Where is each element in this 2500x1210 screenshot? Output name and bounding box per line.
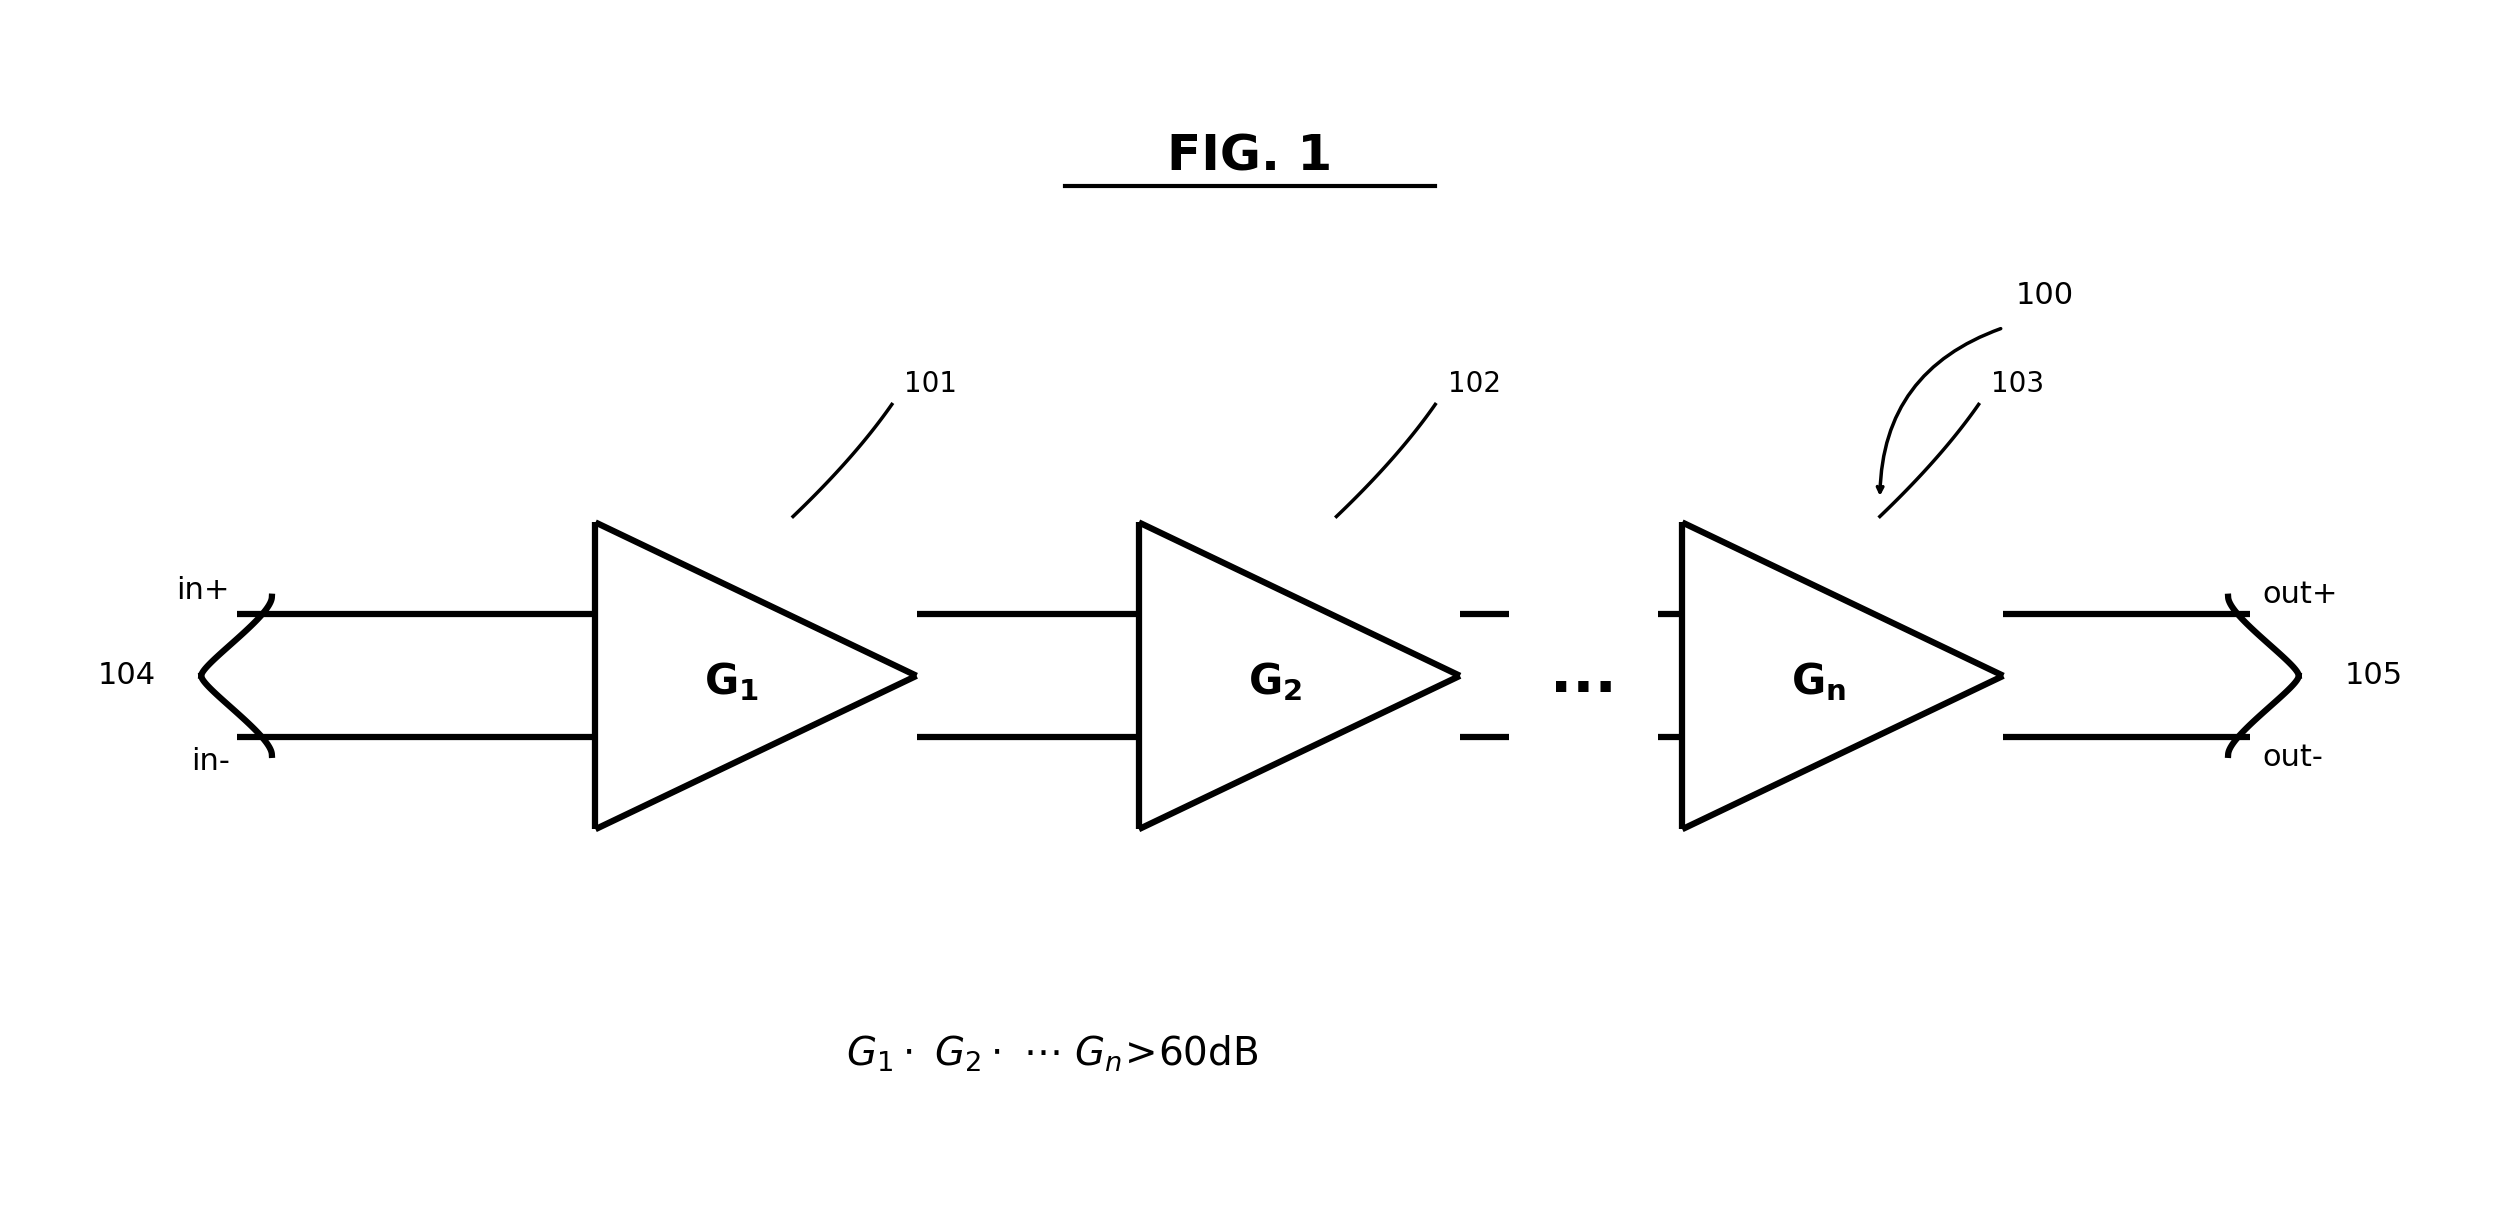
Text: FIG. 1: FIG. 1	[1168, 133, 1332, 180]
Text: $G_1\cdot\ G_2\cdot\ \cdots\ G_n\!>\!60\mathrm{dB}$: $G_1\cdot\ G_2\cdot\ \cdots\ G_n\!>\!60\…	[845, 1033, 1258, 1073]
Text: 100: 100	[2015, 281, 2075, 310]
Text: in-: in-	[190, 747, 230, 776]
Text: out+: out+	[2262, 580, 2338, 609]
Text: out-: out-	[2262, 743, 2322, 772]
Text: 103: 103	[1990, 370, 2045, 398]
Text: ...: ...	[1550, 647, 1618, 704]
Text: 104: 104	[98, 662, 155, 690]
Text: in+: in+	[177, 576, 230, 605]
Text: 101: 101	[905, 370, 958, 398]
Text: $\mathbf{G_1}$: $\mathbf{G_1}$	[705, 661, 757, 703]
Text: 102: 102	[1448, 370, 1500, 398]
Text: $\mathbf{G_2}$: $\mathbf{G_2}$	[1248, 661, 1302, 703]
Text: $\mathbf{G_n}$: $\mathbf{G_n}$	[1790, 661, 1845, 703]
Text: 105: 105	[2345, 662, 2402, 690]
